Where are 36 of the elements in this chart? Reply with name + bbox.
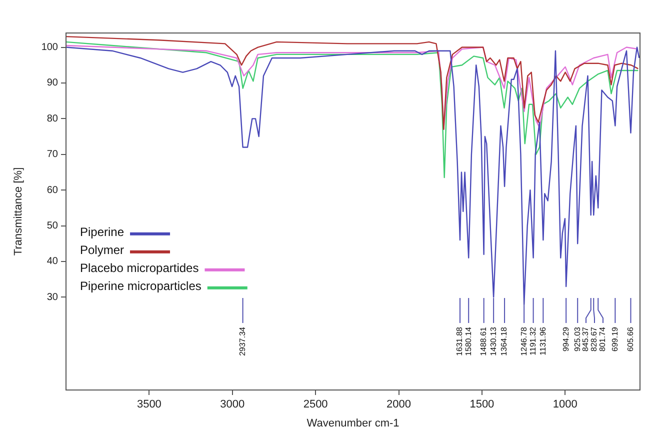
y-tick-label: 60 — [46, 184, 58, 196]
legend-label: Piperine — [80, 225, 124, 240]
y-tick-label: 50 — [46, 220, 58, 232]
y-tick-label: 30 — [46, 292, 58, 303]
y-tick-label: 70 — [46, 149, 58, 160]
annotation: 994.29 — [561, 326, 570, 352]
annotation: 801.74 — [598, 326, 608, 352]
y-tick-label: 40 — [46, 256, 58, 268]
annotation: 925.03 — [572, 326, 582, 352]
annotation: 605.66 — [626, 326, 635, 352]
annotation: 1246.78 — [519, 326, 528, 356]
x-tick-label: 3000 — [220, 398, 245, 411]
annotation: 699.19 — [610, 326, 620, 352]
y-tick-label: 80 — [46, 113, 58, 124]
legend-label: Placebo micropartides — [80, 261, 199, 276]
x-tick-label: 2500 — [303, 398, 328, 411]
legend-label: Polymer — [80, 243, 124, 258]
x-tick-label: 3500 — [136, 398, 162, 411]
annotation: 1131.96 — [538, 326, 548, 356]
annotation: 1191.32 — [528, 326, 538, 356]
annotation: 1430.13 — [488, 326, 498, 356]
annotation: 1488.61 — [479, 326, 488, 356]
y-axis-title: Transmittance [%] — [12, 167, 25, 256]
x-axis-title: Wavenumber cm-1 — [306, 417, 400, 430]
x-tick-label: 2000 — [386, 398, 411, 411]
annotation: 1364.18 — [500, 326, 509, 356]
annotation: 845.37 — [581, 326, 590, 352]
x-tick-label: 1000 — [552, 398, 578, 411]
annotation: 2937.34 — [238, 326, 248, 356]
annotation: 828.67 — [590, 326, 599, 352]
y-tick-label: 100 — [41, 42, 58, 54]
legend-label: Piperine microparticles — [80, 279, 202, 294]
y-tick-label: 90 — [46, 78, 58, 89]
annotation: 1631.88 — [455, 326, 464, 356]
annotation: 1580.14 — [464, 326, 473, 356]
x-tick-label: 1500 — [470, 398, 494, 411]
